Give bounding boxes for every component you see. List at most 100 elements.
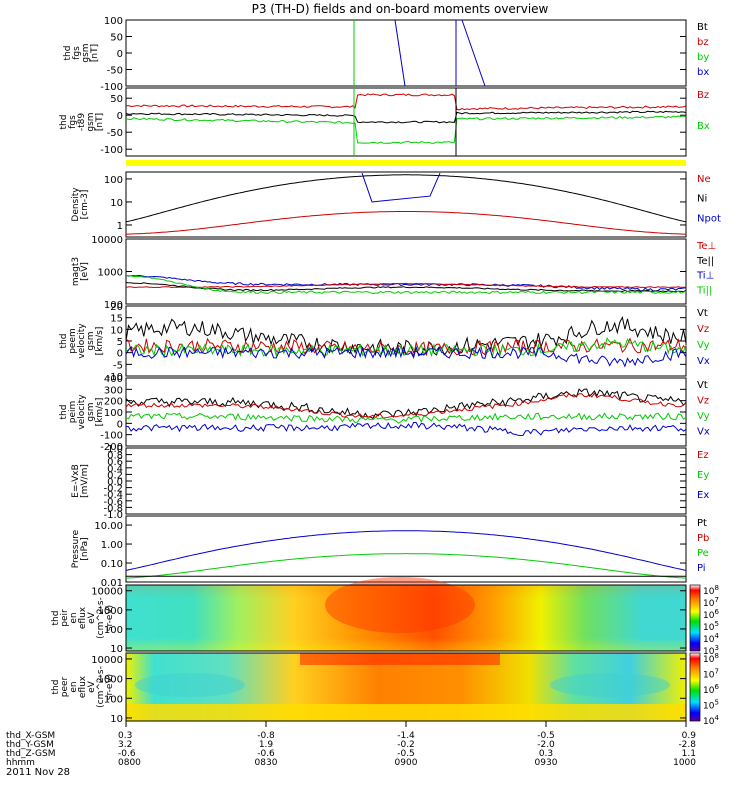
- y-tick-label: 200: [104, 397, 123, 408]
- y-axis-label: peim: [68, 401, 78, 424]
- time-axis-value: 1.9: [259, 740, 274, 750]
- y-tick-label: 10: [110, 325, 123, 336]
- y-tick-label: 0.6: [107, 457, 123, 468]
- pi-line: [125, 530, 687, 571]
- legend-entry: Ex: [697, 490, 709, 501]
- time-axis-value: -0.5: [537, 731, 555, 741]
- y-axis-label: eV: [87, 680, 97, 693]
- colorbar-label: 107: [703, 668, 719, 681]
- figure-title: P3 (TH-D) fields and on-board moments ov…: [252, 2, 549, 16]
- ion-spectrogram-axes: 10000 1000 100 10 thd peir en eflux eV (cm^2-s-sr…: [51, 584, 687, 655]
- y-axis-label: -t89: [77, 113, 87, 132]
- y-tick-label: 1000: [98, 606, 123, 617]
- npot-line: [361, 172, 441, 203]
- y-tick-label: -100: [100, 431, 123, 442]
- y-tick-label: 10: [110, 198, 123, 209]
- legend-entry: Te||: [696, 256, 714, 267]
- te-perp-line: [125, 282, 687, 289]
- bt-residual-line: [125, 110, 687, 124]
- y-tick-label: 0: [117, 49, 123, 60]
- y-axis-label: [cm-3]: [80, 190, 90, 220]
- time-axis-value: 1000: [673, 758, 696, 768]
- legend-entry: by: [697, 52, 709, 63]
- panel-frame: [125, 377, 687, 447]
- ne-line: [125, 211, 687, 235]
- panel-frame: [125, 171, 687, 238]
- y-axis-label: [mV/m]: [80, 464, 90, 498]
- time-axis-value: 0800: [118, 758, 141, 768]
- colorbar-label: 104: [703, 714, 719, 727]
- y-axis-label: en: [69, 612, 79, 623]
- y-axis-label: fgs: [72, 46, 82, 60]
- legend-entry: Te⊥: [696, 241, 716, 252]
- time-axis-value: -2.0: [537, 740, 555, 750]
- legend-entry: Npot: [697, 213, 721, 224]
- y-tick-label: 15: [110, 314, 123, 325]
- panel-frame: [125, 238, 687, 305]
- time-axis-value: -2.8: [678, 740, 696, 750]
- y-axis-label: en: [69, 681, 79, 692]
- y-axis-label: eV: [87, 611, 97, 624]
- legend-entry: Pe: [697, 548, 709, 559]
- y-axis-label: [eV]: [80, 262, 90, 281]
- electron-spectrogram-panel: [126, 653, 686, 721]
- vy-line: [125, 412, 687, 424]
- y-tick-label: 100: [104, 300, 123, 311]
- vx-line: [125, 345, 687, 368]
- y-axis-label: Density: [71, 187, 81, 222]
- time-axis-value: -0.2: [397, 740, 415, 750]
- y-axis-label: thd: [51, 680, 61, 695]
- ni-line: [125, 174, 687, 223]
- y-tick-label: 0.8: [107, 451, 123, 462]
- time-axis-value: 1.1: [682, 749, 696, 759]
- bz-residual-line: [125, 93, 687, 111]
- electron-spectrogram-high-energy: [300, 653, 500, 665]
- legend-entry: Vx: [697, 427, 710, 438]
- y-axis-label: sr-eV): [105, 605, 115, 631]
- colorbar-label: 105: [703, 699, 719, 712]
- y-axis-label: thd: [59, 115, 69, 130]
- y-axis-label: fgs: [68, 115, 78, 129]
- y-axis-label: (cm^2-s-: [96, 666, 106, 708]
- y-tick-label: 1.0: [107, 444, 123, 455]
- ti-perp-line: [125, 274, 687, 292]
- time-axis-value: 3.2: [118, 740, 132, 750]
- legend-entry: Ne: [697, 174, 711, 185]
- y-tick-label: 400: [104, 374, 123, 385]
- y-tick-label: 50: [110, 94, 123, 105]
- y-axis-label: gsm: [86, 331, 96, 350]
- panel-frame: [125, 447, 687, 515]
- legend-entry: Vt: [697, 380, 708, 391]
- y-tick-label: 300: [104, 385, 123, 396]
- y-axis-label: peir: [60, 609, 70, 627]
- y-tick-label: 1.00: [101, 540, 123, 551]
- y-axis-label: [nT]: [90, 44, 100, 62]
- y-tick-label: -10: [107, 372, 123, 383]
- y-axis-label: thd: [51, 611, 61, 626]
- vz-line: [125, 392, 687, 419]
- vt-line: [125, 315, 687, 357]
- legend-entry: Bx: [697, 121, 710, 132]
- time-axis-value: 0.3: [539, 749, 553, 759]
- y-tick-label: 100: [104, 694, 123, 705]
- y-axis-label: eflux: [78, 606, 88, 629]
- density-panel: 100 10 1 Density [cm-3] Ne Ni Npot: [71, 171, 721, 238]
- legend-entry: Ni: [697, 194, 707, 205]
- fgs-field-panel: 100 50 0 -50 -100 thd fgs gsm [nT] Bt bz by bx: [63, 16, 709, 93]
- y-axis-label: gsm: [81, 43, 91, 62]
- axis-row-label: thd_Z-GSM: [6, 749, 55, 759]
- y-tick-label: 1000: [98, 675, 123, 686]
- legend-entry: Pi: [697, 563, 706, 574]
- temperature-panel: 10000 1000 100 magt3 [eV] Te⊥ Te|| Ti⊥ Ti||: [71, 235, 716, 311]
- legend-entry: Pb: [697, 533, 709, 544]
- axis-row-label: hhmm: [6, 758, 35, 768]
- y-tick-label: 1000: [98, 268, 123, 279]
- y-tick-label: 0.10: [101, 559, 123, 570]
- y-axis-label: peer: [60, 676, 70, 697]
- bx-line: [394, 19, 406, 87]
- electron-colorbar: [689, 652, 701, 722]
